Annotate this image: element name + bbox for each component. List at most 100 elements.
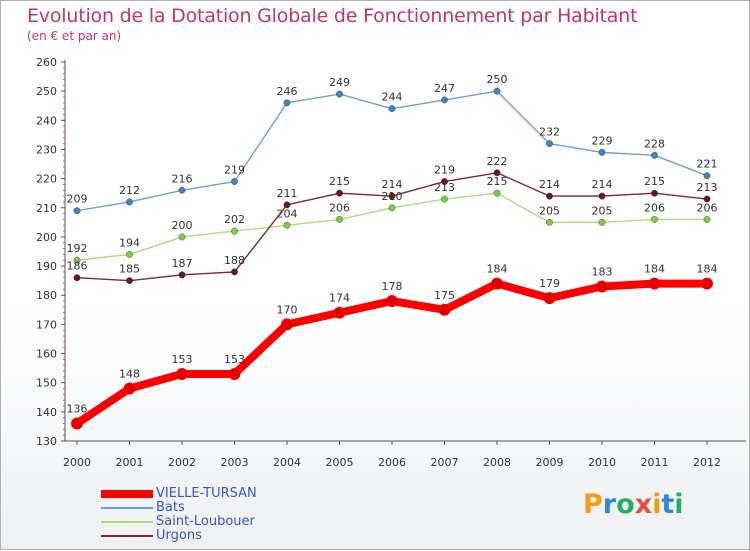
data-label-saint-loubouer: 192 bbox=[67, 242, 88, 255]
data-label-urgons: 214 bbox=[539, 178, 560, 191]
data-point-urgons bbox=[231, 268, 238, 276]
data-point-bats bbox=[441, 96, 448, 104]
data-label-vielle-tursan: 148 bbox=[119, 368, 140, 381]
data-point-urgons bbox=[336, 189, 343, 197]
data-label-urgons: 214 bbox=[382, 178, 403, 191]
data-point-vielle-tursan bbox=[438, 303, 451, 316]
data-label-vielle-tursan: 153 bbox=[224, 353, 245, 366]
data-point-bats bbox=[703, 172, 711, 180]
legend-swatch-bats bbox=[101, 507, 153, 509]
data-label-vielle-tursan: 183 bbox=[592, 265, 613, 278]
data-label-bats: 212 bbox=[119, 184, 140, 197]
data-label-saint-loubouer: 200 bbox=[172, 219, 193, 232]
data-label-urgons: 188 bbox=[224, 254, 245, 267]
y-tick-label: 180 bbox=[36, 289, 57, 302]
chart-subtitle: (en € et par an) bbox=[27, 29, 122, 43]
y-tick-label: 230 bbox=[36, 143, 57, 156]
data-label-saint-loubouer: 206 bbox=[697, 201, 718, 214]
chart-title: Evolution de la Dotation Globale de Fonc… bbox=[27, 5, 638, 27]
data-point-vielle-tursan bbox=[71, 417, 83, 430]
proxiti-logo: Proxiti bbox=[583, 489, 684, 520]
x-tick-label: 2000 bbox=[63, 456, 91, 469]
x-tick-label: 2003 bbox=[221, 456, 249, 469]
legend: VIELLE-TURSAN Bats Saint-Loubouer Urgons bbox=[101, 486, 321, 543]
data-point-vielle-tursan bbox=[543, 292, 556, 305]
data-point-vielle-tursan bbox=[648, 277, 661, 290]
data-point-saint-loubouer bbox=[703, 216, 711, 223]
data-point-urgons bbox=[441, 178, 448, 185]
data-label-urgons: 185 bbox=[119, 263, 140, 276]
data-label-bats: 246 bbox=[277, 85, 298, 98]
data-point-bats bbox=[546, 140, 553, 148]
data-point-bats bbox=[388, 105, 396, 113]
data-point-bats bbox=[73, 207, 81, 215]
data-point-bats bbox=[178, 186, 186, 194]
data-point-urgons bbox=[178, 271, 186, 279]
x-tick-label: 2012 bbox=[693, 456, 721, 469]
data-point-urgons bbox=[703, 195, 711, 203]
data-point-urgons bbox=[388, 192, 396, 200]
data-label-saint-loubouer: 205 bbox=[592, 204, 613, 217]
data-point-vielle-tursan bbox=[228, 367, 241, 380]
legend-swatch-urgons bbox=[101, 535, 153, 537]
data-point-urgons bbox=[651, 189, 658, 197]
data-label-urgons: 214 bbox=[592, 178, 613, 191]
data-point-bats bbox=[336, 90, 343, 98]
data-point-bats bbox=[126, 198, 133, 206]
y-tick-label: 220 bbox=[36, 173, 57, 186]
data-label-urgons: 187 bbox=[172, 257, 193, 270]
data-label-saint-loubouer: 194 bbox=[119, 236, 140, 249]
data-label-bats: 219 bbox=[224, 164, 245, 177]
x-tick-label: 2011 bbox=[641, 456, 669, 469]
data-label-bats: 216 bbox=[172, 172, 193, 185]
data-point-vielle-tursan bbox=[281, 318, 293, 331]
data-label-vielle-tursan: 175 bbox=[434, 289, 455, 302]
data-label-bats: 232 bbox=[539, 126, 560, 139]
x-tick-label: 2001 bbox=[116, 456, 144, 469]
x-tick-label: 2007 bbox=[431, 456, 459, 469]
legend-item-bats: Bats bbox=[101, 500, 321, 515]
legend-label-urgons: Urgons bbox=[156, 528, 202, 543]
data-point-vielle-tursan bbox=[491, 277, 503, 290]
x-tick-label: 2004 bbox=[273, 456, 301, 469]
data-point-urgons bbox=[126, 277, 133, 285]
data-label-vielle-tursan: 170 bbox=[277, 303, 298, 316]
data-label-saint-loubouer: 213 bbox=[434, 181, 455, 194]
data-point-vielle-tursan bbox=[386, 295, 398, 308]
data-label-bats: 244 bbox=[382, 91, 403, 104]
y-tick-label: 130 bbox=[36, 435, 57, 448]
data-label-urgons: 215 bbox=[644, 175, 665, 188]
data-label-saint-loubouer: 206 bbox=[329, 201, 350, 214]
data-point-bats bbox=[651, 151, 658, 159]
data-point-saint-loubouer bbox=[388, 204, 396, 212]
y-tick-label: 200 bbox=[36, 231, 57, 244]
data-point-urgons bbox=[493, 169, 501, 177]
y-tick-label: 250 bbox=[36, 85, 57, 98]
data-point-urgons bbox=[598, 192, 606, 200]
data-point-saint-loubouer bbox=[126, 251, 133, 258]
legend-item-saint-loubouer: Saint-Loubouer bbox=[101, 514, 321, 529]
data-label-urgons: 222 bbox=[487, 155, 508, 168]
legend-label-vielle-tursan: VIELLE-TURSAN bbox=[156, 486, 257, 501]
data-point-urgons bbox=[283, 201, 291, 209]
data-point-saint-loubouer bbox=[441, 195, 448, 203]
data-label-vielle-tursan: 179 bbox=[539, 277, 560, 290]
data-label-bats: 228 bbox=[644, 137, 665, 150]
data-label-urgons: 215 bbox=[329, 175, 350, 188]
legend-label-bats: Bats bbox=[156, 500, 185, 515]
y-tick-label: 160 bbox=[36, 348, 57, 361]
y-tick-label: 150 bbox=[36, 377, 57, 390]
x-tick-label: 2006 bbox=[378, 456, 406, 469]
data-label-bats: 229 bbox=[592, 134, 613, 147]
data-label-vielle-tursan: 136 bbox=[67, 403, 88, 416]
y-tick-label: 190 bbox=[36, 260, 57, 273]
legend-item-vielle-tursan: VIELLE-TURSAN bbox=[101, 486, 321, 501]
y-tick-label: 140 bbox=[36, 406, 57, 419]
data-label-bats: 249 bbox=[329, 76, 350, 89]
data-label-saint-loubouer: 202 bbox=[224, 213, 245, 226]
data-label-saint-loubouer: 205 bbox=[539, 204, 560, 217]
data-point-saint-loubouer bbox=[178, 233, 186, 241]
data-label-vielle-tursan: 184 bbox=[644, 263, 665, 276]
